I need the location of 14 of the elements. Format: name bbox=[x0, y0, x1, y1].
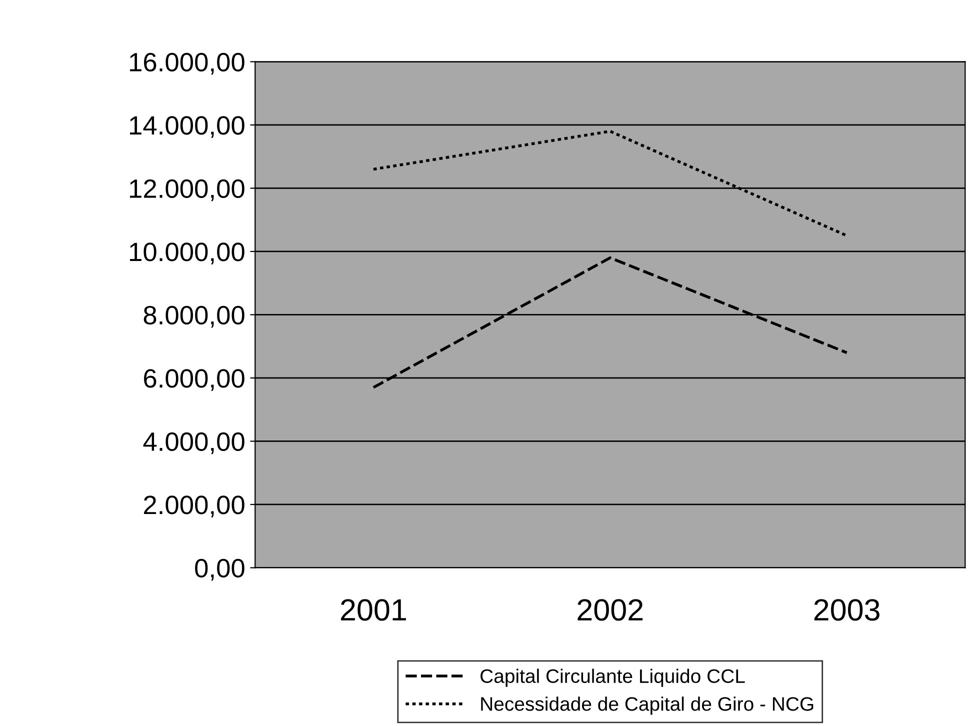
y-tick-label: 8.000,00 bbox=[144, 306, 244, 328]
x-tick-label: 2001 bbox=[341, 599, 406, 621]
legend-label: Capital Circulante Liquido CCL bbox=[480, 668, 745, 687]
y-tick-label: 0,00 bbox=[195, 558, 244, 581]
y-tick-label: 6.000,00 bbox=[144, 369, 244, 391]
y-tick-label: 14.000,00 bbox=[130, 116, 244, 138]
x-tick-label: 2002 bbox=[578, 599, 643, 621]
y-tick-label: 16.000,00 bbox=[130, 52, 244, 75]
y-tick-label: 4.000,00 bbox=[143, 432, 244, 454]
x-tick-label: 2003 bbox=[814, 599, 880, 621]
y-tick-label: 12.000,00 bbox=[130, 179, 244, 202]
legend-label: Necessidade de Capital de Giro - NCG bbox=[481, 696, 814, 715]
y-tick-label: 10.000,00 bbox=[130, 242, 244, 264]
y-tick-label: 2.000,00 bbox=[144, 496, 244, 518]
